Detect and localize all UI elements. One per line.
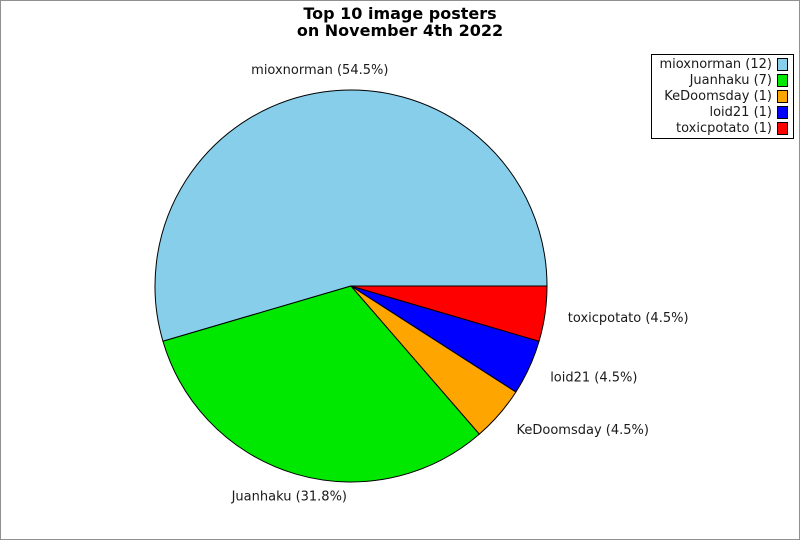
legend-label: loid21 (1) [709,104,772,120]
pie-label-Juanhaku: Juanhaku (31.8%) [231,490,347,505]
legend-swatch-Juanhaku [777,73,788,87]
pie-label-mioxnorman: mioxnorman (54.5%) [251,63,388,78]
legend-swatch-loid21 [777,105,788,119]
pie-label-toxicpotato: toxicpotato (4.5%) [568,311,689,326]
legend-label: KeDoomsday (1) [664,88,772,104]
legend-item-KeDoomsday: KeDoomsday (1) [656,88,789,104]
legend-label: toxicpotato (1) [676,120,772,136]
pie-slice-mioxnorman [154,89,548,342]
legend-swatch-KeDoomsday [777,89,788,103]
legend-item-Juanhaku: Juanhaku (7) [656,72,789,88]
pie-slice-Juanhaku [162,285,480,483]
legend-item-loid21: loid21 (1) [656,104,789,120]
pie-label-loid21: loid21 (4.5%) [550,371,637,386]
chart-title-line2: on November 4th 2022 [296,21,504,40]
legend-item-toxicpotato: toxicpotato (1) [656,120,789,136]
legend-swatch-toxicpotato [777,121,788,135]
chart-title: Top 10 image posters on November 4th 202… [1,5,799,39]
legend-label: Juanhaku (7) [689,72,772,88]
chart-title-line1: Top 10 image posters [303,4,497,23]
legend-label: mioxnorman (12) [659,56,772,72]
legend-swatch-mioxnorman [777,57,788,71]
legend-item-mioxnorman: mioxnorman (12) [656,56,789,72]
pie-label-KeDoomsday: KeDoomsday (4.5%) [517,423,649,438]
legend: mioxnorman (12) Juanhaku (7) KeDoomsday (1… [651,54,794,139]
pie-slice-toxicpotato [350,285,548,342]
